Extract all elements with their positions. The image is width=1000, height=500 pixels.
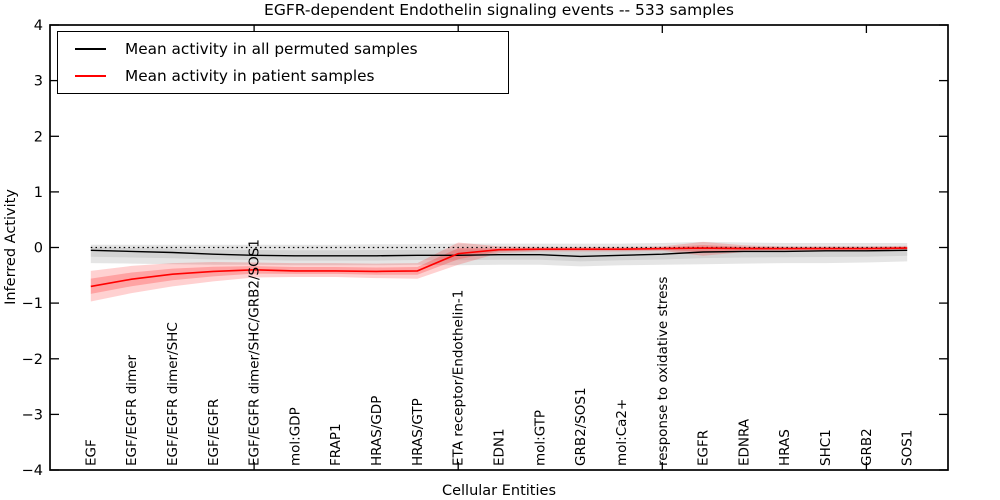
y-tick-label: −2	[22, 352, 43, 368]
y-tick-label: −4	[22, 463, 43, 479]
x-tick-label: HRAS/GDP	[369, 396, 385, 466]
y-axis-label: Inferred Activity	[3, 189, 19, 305]
y-tick-label: 0	[34, 241, 43, 257]
x-tick-label: mol:GDP	[287, 407, 303, 466]
patient-line-swatch	[75, 74, 106, 77]
x-tick-label: FRAP1	[328, 423, 344, 466]
legend-item-permuted: Mean activity in all permuted samples	[58, 40, 508, 58]
x-tick-label: EGF/EGFR	[206, 399, 222, 466]
x-tick-label: HRAS/GTP	[410, 398, 426, 466]
y-tick-label: 3	[34, 74, 43, 90]
x-tick-label: EGF/EGFR dimer/SHC/GRB2/SOS1	[247, 239, 263, 466]
x-tick-label: EGF	[83, 439, 99, 466]
x-tick-label: SHC1	[818, 429, 834, 466]
x-tick-label: EDNRA	[736, 418, 752, 466]
x-tick-label: EGFR	[696, 430, 712, 466]
y-tick-label: −3	[22, 407, 43, 423]
x-tick-label: EGF/EGFR dimer	[124, 354, 140, 466]
y-tick-label: 1	[34, 185, 43, 201]
x-tick-label: ETA receptor/Endothelin-1	[451, 290, 467, 466]
legend-item-patient: Mean activity in patient samples	[58, 67, 508, 85]
legend-label-patient: Mean activity in patient samples	[125, 66, 375, 85]
x-tick-label: mol:Ca2+	[614, 399, 630, 466]
x-tick-label: HRAS	[777, 429, 793, 466]
chart-title: EGFR-dependent Endothelin signaling even…	[264, 1, 734, 19]
y-tick-label: 2	[34, 129, 43, 145]
x-tick-label: mol:GTP	[532, 410, 548, 466]
x-tick-label: GRB2	[859, 428, 875, 466]
x-tick-label: GRB2/SOS1	[573, 387, 589, 466]
x-tick-label: response to oxidative stress	[655, 277, 671, 466]
legend-box: Mean activity in all permuted samples Me…	[57, 31, 509, 94]
x-tick-label: SOS1	[900, 430, 916, 466]
y-tick-label: −1	[22, 296, 43, 312]
x-axis-label: Cellular Entities	[442, 483, 556, 499]
x-tick-label: EDN1	[492, 428, 508, 466]
permuted-line-swatch	[75, 48, 106, 51]
permuted-series-line	[90, 249, 908, 258]
patient-series-line	[90, 247, 908, 288]
legend-label-permuted: Mean activity in all permuted samples	[125, 40, 418, 59]
y-tick-label: 4	[34, 18, 43, 34]
x-tick-label: EGF/EGFR dimer/SHC	[165, 322, 181, 466]
